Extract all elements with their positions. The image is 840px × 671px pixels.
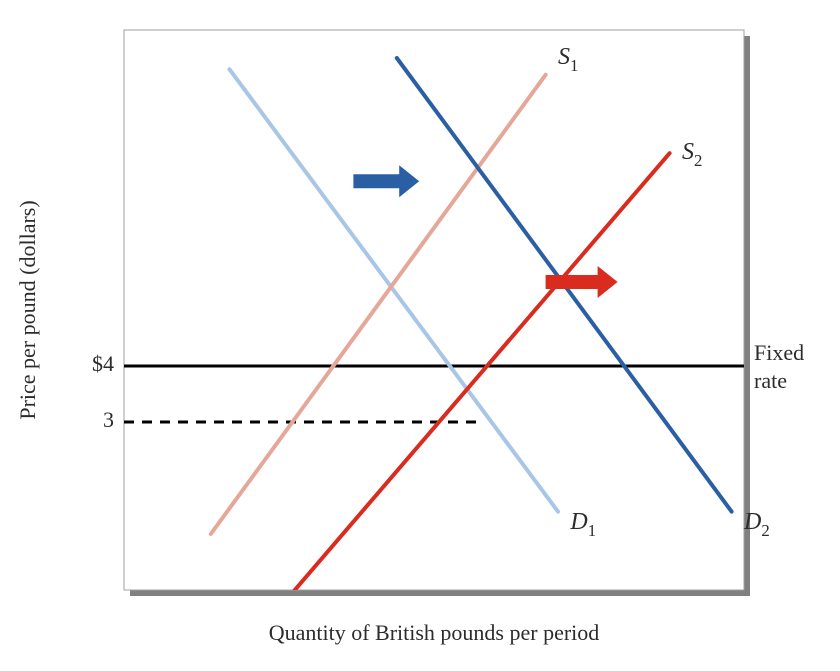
y-axis-label: Price per pound (dollars): [15, 200, 40, 419]
chart-container: { "chart": { "type": "line", "width": 84…: [0, 0, 840, 671]
x-axis-label: Quantity of British pounds per period: [269, 620, 600, 645]
chart-svg: $43D1D2S1S2FixedrateQuantity of British …: [0, 0, 840, 671]
plot-area: [124, 30, 744, 590]
fixed-rate-label-top: Fixed: [754, 340, 804, 365]
y-tick-label: 3: [103, 407, 114, 432]
fixed-rate-label-bottom: rate: [754, 368, 787, 393]
y-tick-label: $4: [92, 351, 114, 376]
